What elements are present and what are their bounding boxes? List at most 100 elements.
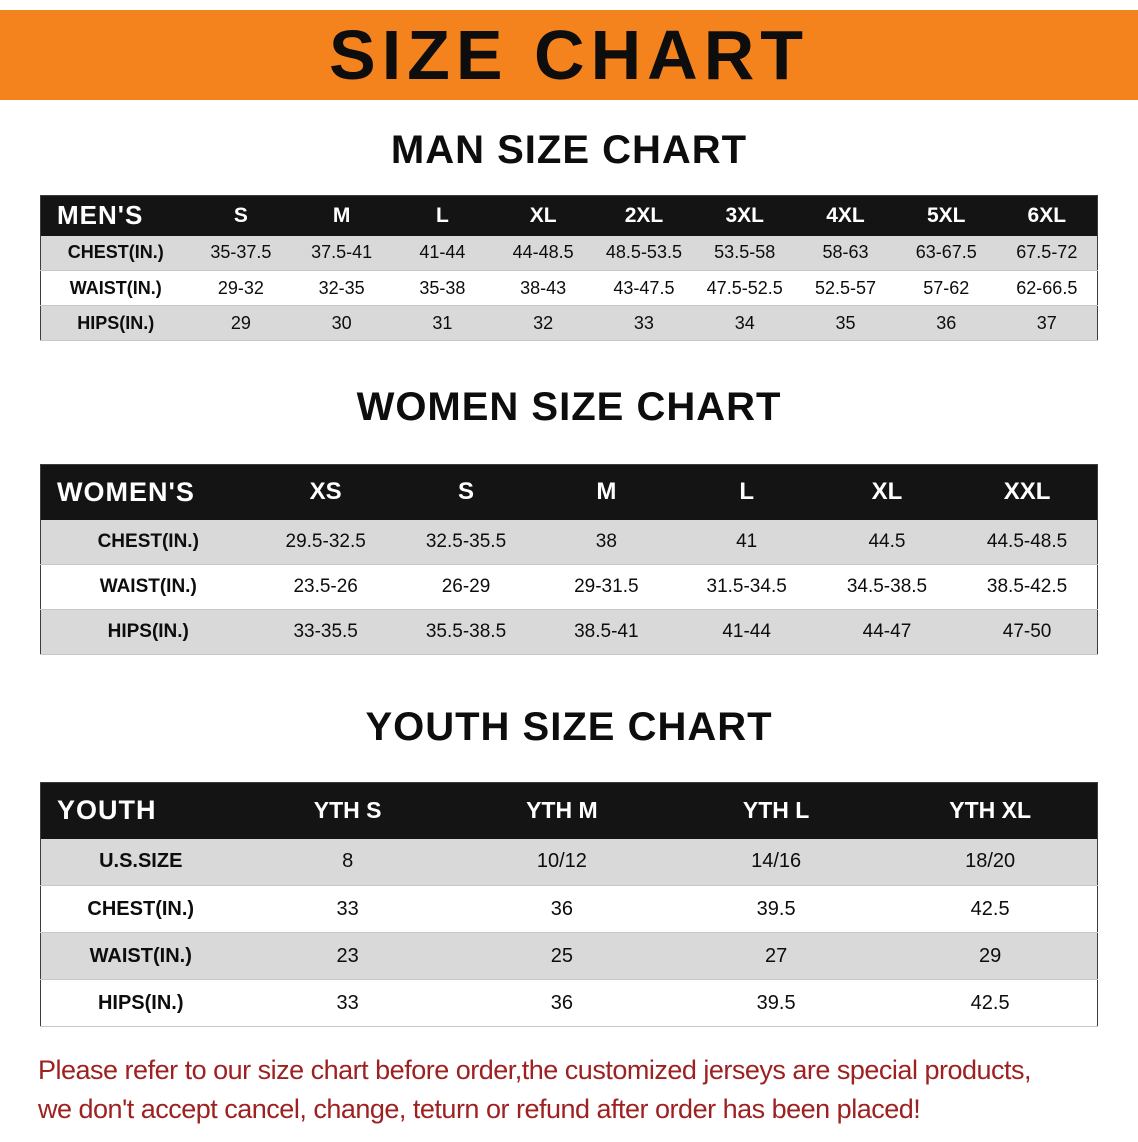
measurement-cell: 10/12 (454, 838, 669, 886)
measurement-cell: 36 (454, 885, 669, 933)
measurement-cell: 29-31.5 (536, 564, 677, 610)
youth-table-title: YOUTH (40, 782, 241, 839)
measurement-cell: 44-47 (816, 609, 958, 655)
row-label: HIPS(IN.) (40, 609, 256, 655)
measurement-cell: 32.5-35.5 (395, 519, 537, 565)
measurement-row: WAIST(IN.) 29-32 32-35 35-38 38-43 43-47.5 47.… (40, 270, 1098, 306)
measurement-cell: 35.5-38.5 (395, 609, 537, 655)
women-size-table: WOMEN'S XS S M L XL XXL CHEST(IN.) 29.5-32.5 32.5… (40, 464, 1098, 655)
measurement-cell: 39.5 (669, 979, 884, 1027)
row-label: CHEST(IN.) (40, 885, 241, 933)
measurement-cell: 23 (240, 932, 455, 980)
measurement-cell: 37 (996, 305, 1098, 341)
measurement-cell: 27 (669, 932, 884, 980)
measurement-cell: 42.5 (883, 885, 1098, 933)
women-section-heading: WOMEN SIZE CHART (356, 385, 782, 429)
size-column-header: S (395, 464, 537, 520)
measurement-cell: 31.5-34.5 (676, 564, 817, 610)
measurement-row: HIPS(IN.) 29 30 31 32 33 34 35 36 37 (40, 305, 1098, 341)
row-label: CHEST(IN.) (40, 519, 256, 565)
measurement-cell: 35 (795, 305, 896, 341)
measurement-cell: 35-37.5 (190, 235, 292, 271)
row-label: WAIST(IN.) (40, 564, 256, 610)
measurement-cell: 33 (593, 305, 695, 341)
measurement-cell: 33 (240, 885, 455, 933)
measurement-row: CHEST(IN.) 29.5-32.5 32.5-35.5 38 41 44.5 44.5… (40, 519, 1098, 565)
measurement-cell: 47.5-52.5 (694, 270, 796, 306)
women-table-header-row: WOMEN'S XS S M L XL XXL (40, 464, 1098, 520)
measurement-cell: 29 (190, 305, 292, 341)
measurement-cell: 14/16 (669, 838, 884, 886)
women-table-title: WOMEN'S (40, 464, 256, 520)
size-column-header: 6XL (996, 195, 1098, 236)
page-title: SIZE CHART (329, 16, 809, 94)
size-column-header: 5XL (895, 195, 997, 236)
measurement-cell: 41 (676, 519, 817, 565)
measurement-cell: 33-35.5 (255, 609, 396, 655)
youth-size-table: YOUTH YTH S YTH M YTH L YTH XL U.S.SIZE 8 10/12… (40, 782, 1098, 1027)
size-chart-banner: SIZE CHART (0, 10, 1138, 100)
size-column-header: XL (816, 464, 958, 520)
size-column-header: XL (492, 195, 594, 236)
footer-line: Please refer to our size chart before or… (38, 1055, 1032, 1085)
size-column-header: YTH XL (883, 782, 1098, 839)
measurement-cell: 38.5-42.5 (957, 564, 1098, 610)
size-column-header: L (392, 195, 493, 236)
size-column-header: S (190, 195, 292, 236)
row-label: U.S.SIZE (40, 838, 241, 886)
measurement-cell: 58-63 (795, 235, 896, 271)
measurement-cell: 38-43 (492, 270, 594, 306)
footer-notice: Please refer to our size chart before or… (0, 1051, 1138, 1129)
measurement-row: HIPS(IN.) 33 36 39.5 42.5 (40, 979, 1098, 1027)
size-column-header: M (536, 464, 677, 520)
measurement-cell: 36 (895, 305, 997, 341)
measurement-cell: 63-67.5 (895, 235, 997, 271)
measurement-cell: 41-44 (676, 609, 817, 655)
measurement-cell: 67.5-72 (996, 235, 1098, 271)
men-size-table: MEN'S S M L XL 2XL 3XL 4XL 5XL 6XL CHEST(IN.) 35-37… (40, 195, 1098, 341)
measurement-cell: 30 (291, 305, 393, 341)
size-column-header: M (291, 195, 393, 236)
measurement-cell: 23.5-26 (255, 564, 396, 610)
measurement-row: HIPS(IN.) 33-35.5 35.5-38.5 38.5-41 41-44 44-… (40, 609, 1098, 655)
size-column-header: YTH S (240, 782, 455, 839)
measurement-cell: 62-66.5 (996, 270, 1098, 306)
youth-section-heading: YOUTH SIZE CHART (365, 705, 773, 749)
footer-line: we don't accept cancel, change, teturn o… (38, 1094, 921, 1125)
measurement-cell: 34 (694, 305, 796, 341)
measurement-cell: 44.5-48.5 (957, 519, 1098, 565)
size-column-header: L (676, 464, 817, 520)
measurement-cell: 32 (492, 305, 594, 341)
size-column-header: YTH L (669, 782, 884, 839)
measurement-row: U.S.SIZE 8 10/12 14/16 18/20 (40, 838, 1098, 886)
measurement-cell: 34.5-38.5 (816, 564, 958, 610)
measurement-cell: 38.5-41 (536, 609, 677, 655)
measurement-cell: 53.5-58 (694, 235, 796, 271)
measurement-cell: 36 (454, 979, 669, 1027)
size-column-header: 4XL (795, 195, 896, 236)
size-column-header: 3XL (694, 195, 796, 236)
youth-table-header-row: YOUTH YTH S YTH M YTH L YTH XL (40, 782, 1098, 839)
row-label: CHEST(IN.) (40, 235, 191, 271)
row-label: HIPS(IN.) (40, 979, 241, 1027)
measurement-row: WAIST(IN.) 23.5-26 26-29 29-31.5 31.5-34.5 34… (40, 564, 1098, 610)
measurement-cell: 43-47.5 (593, 270, 695, 306)
measurement-cell: 33 (240, 979, 455, 1027)
measurement-cell: 41-44 (392, 235, 493, 271)
row-label: WAIST(IN.) (40, 270, 191, 306)
measurement-cell: 29-32 (190, 270, 292, 306)
measurement-cell: 37.5-41 (291, 235, 393, 271)
measurement-cell: 32-35 (291, 270, 393, 306)
measurement-cell: 57-62 (895, 270, 997, 306)
measurement-row: CHEST(IN.) 33 36 39.5 42.5 (40, 885, 1098, 933)
size-column-header: 2XL (593, 195, 695, 236)
measurement-cell: 38 (536, 519, 677, 565)
measurement-row: WAIST(IN.) 23 25 27 29 (40, 932, 1098, 980)
measurement-cell: 18/20 (883, 838, 1098, 886)
men-table-header-row: MEN'S S M L XL 2XL 3XL 4XL 5XL 6XL (40, 195, 1098, 236)
size-column-header: XXL (957, 464, 1098, 520)
size-column-header: XS (255, 464, 396, 520)
measurement-cell: 52.5-57 (795, 270, 896, 306)
men-table-title: MEN'S (40, 195, 191, 236)
measurement-cell: 39.5 (669, 885, 884, 933)
